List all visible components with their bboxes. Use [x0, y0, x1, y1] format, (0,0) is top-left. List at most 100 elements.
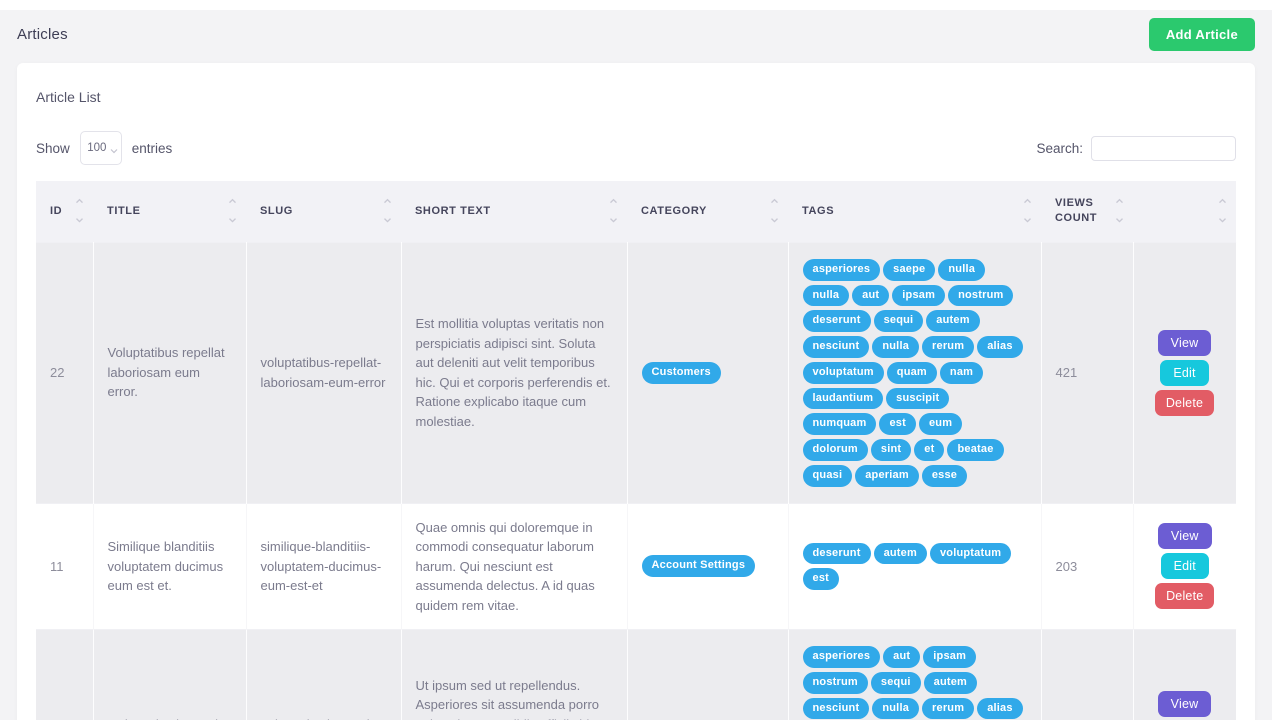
- tag-badge: autem: [926, 310, 980, 333]
- cell-tags: deserunt autem voluptatum est: [788, 502, 1042, 630]
- tag-badge: rerum: [922, 336, 975, 358]
- cell-id: 18: [36, 629, 94, 720]
- table-controls: Show 100 entries Search:: [36, 131, 1236, 165]
- tag-badge: esse: [921, 464, 968, 487]
- column-header-label: TITLE: [107, 204, 141, 217]
- column-header-tags[interactable]: TAGS: [788, 181, 1041, 243]
- tag-badge: autem: [873, 542, 927, 565]
- card-title: Article List: [36, 89, 101, 105]
- sort-icons: [1218, 195, 1227, 229]
- tag-badge: voluptatum: [802, 361, 884, 384]
- column-header-id[interactable]: ID: [36, 181, 93, 243]
- chevron-up-icon: [228, 195, 237, 210]
- cell-category: Account Settings: [627, 502, 789, 630]
- sort-icons: [383, 195, 392, 229]
- cell-views-count: 386: [1041, 629, 1134, 720]
- cell-slug: similique-blanditiis-voluptatem-ducimus-…: [246, 502, 402, 630]
- edit-button[interactable]: Edit: [1160, 553, 1209, 580]
- tag-badge: sequi: [870, 671, 921, 694]
- cell-category: Customers: [627, 241, 789, 504]
- tag-badge: nulla: [938, 258, 986, 281]
- column-header-views-count[interactable]: VIEWS COUNT: [1041, 181, 1133, 243]
- chevron-up-icon: [383, 195, 392, 210]
- sort-icons: [1115, 195, 1124, 229]
- entries-select[interactable]: 100: [79, 131, 122, 165]
- tag-badge: voluptatum: [929, 542, 1012, 565]
- chevron-up-icon: [1115, 195, 1124, 210]
- cell-title: Similique blanditiis voluptatem ducimus …: [93, 502, 247, 630]
- cell-short-text: Quae omnis qui doloremque in commodi con…: [401, 502, 628, 630]
- tag-badge: nulla: [872, 336, 920, 358]
- chevron-down-icon: [1115, 213, 1124, 228]
- column-header-label: ID: [50, 204, 63, 217]
- chevron-up-icon: [1023, 195, 1032, 210]
- column-header-category[interactable]: CATEGORY: [627, 181, 788, 243]
- article-list-card: Article List Show 100 entries Search: ID…: [17, 63, 1255, 720]
- tag-badge: ipsam: [892, 284, 946, 307]
- cell-category: Products: [627, 629, 789, 720]
- column-header-label: SLUG: [260, 204, 293, 217]
- tag-badge: nostrum: [802, 671, 868, 694]
- page-title: Articles: [17, 26, 68, 43]
- chevron-down-icon: [609, 213, 618, 228]
- tag-badge: aperiam: [855, 464, 919, 487]
- tag-badge: eum: [918, 413, 963, 436]
- chevron-up-icon: [1218, 195, 1227, 210]
- cell-views-count: 421: [1041, 241, 1134, 504]
- tag-badge: alias: [977, 336, 1023, 358]
- tag-badge: suscipit: [886, 387, 950, 410]
- column-header-actions[interactable]: [1133, 181, 1236, 243]
- show-entries-control: Show 100 entries: [36, 131, 172, 165]
- tag-badge: dolorum: [802, 439, 868, 461]
- tag-badge: aut: [852, 284, 890, 307]
- cell-actions: View Edit Delete: [1133, 502, 1236, 630]
- search-input[interactable]: [1091, 135, 1236, 161]
- tag-badge: aut: [883, 646, 921, 668]
- tag-badge: nam: [939, 361, 984, 384]
- table-header-row: ID TITLE SLUG SHORT TEXT CATEGORY TAGS VIEWS C…: [36, 181, 1236, 243]
- search-control: Search:: [1036, 135, 1236, 161]
- chevron-down-icon: [110, 145, 118, 157]
- column-header-slug[interactable]: SLUG: [246, 181, 401, 243]
- table-row: 11 Similique blanditiis voluptatem ducimu…: [36, 502, 1236, 630]
- tag-badge: asperiores: [802, 646, 881, 668]
- chevron-down-icon: [75, 213, 84, 228]
- cell-title: Voluptatibus repellat laboriosam eum err…: [93, 241, 247, 504]
- chevron-down-icon: [770, 213, 779, 228]
- sort-icons: [75, 195, 84, 229]
- sort-icons: [228, 195, 237, 229]
- tag-badge: saepe: [883, 258, 936, 281]
- view-button[interactable]: View: [1157, 329, 1212, 356]
- sort-icons: [770, 195, 779, 229]
- delete-button[interactable]: Delete: [1155, 583, 1215, 610]
- add-article-button[interactable]: Add Article: [1148, 18, 1255, 51]
- category-badge: Customers: [641, 361, 721, 384]
- cell-slug: quis-molestiae-optio-laborum-ad-cum: [246, 629, 402, 720]
- tag-badge: quam: [886, 361, 937, 384]
- view-button[interactable]: View: [1157, 691, 1212, 718]
- cell-slug: voluptatibus-repellat-laboriosam-eum-err…: [246, 241, 402, 504]
- column-header-short-text[interactable]: SHORT TEXT: [401, 181, 627, 243]
- chevron-up-icon: [75, 195, 84, 210]
- tag-badge: alias: [977, 697, 1023, 720]
- chevron-down-icon: [383, 213, 392, 228]
- tag-badge: asperiores: [802, 258, 881, 281]
- sort-icons: [1023, 195, 1032, 229]
- tag-badge: nulla: [872, 697, 920, 720]
- show-label: Show: [36, 140, 70, 156]
- view-button[interactable]: View: [1157, 523, 1212, 550]
- tag-badge: nesciunt: [802, 336, 870, 358]
- delete-button[interactable]: Delete: [1154, 389, 1215, 416]
- cell-short-text: Est mollitia voluptas veritatis non pers…: [401, 241, 628, 504]
- tag-badge: autem: [923, 671, 978, 694]
- tag-badge: et: [914, 439, 945, 461]
- chevron-down-icon: [228, 213, 237, 228]
- category-badge: Account Settings: [641, 555, 756, 578]
- tag-badge: ipsam: [923, 646, 977, 668]
- tag-badge: nostrum: [948, 284, 1014, 307]
- column-header-label: VIEWS COUNT: [1055, 197, 1098, 225]
- edit-button[interactable]: Edit: [1160, 359, 1209, 386]
- cell-tags: asperiores aut ipsam nostrum sequi autem nesci…: [788, 629, 1042, 720]
- column-header-title[interactable]: TITLE: [93, 181, 246, 243]
- tag-badge: sint: [870, 439, 912, 461]
